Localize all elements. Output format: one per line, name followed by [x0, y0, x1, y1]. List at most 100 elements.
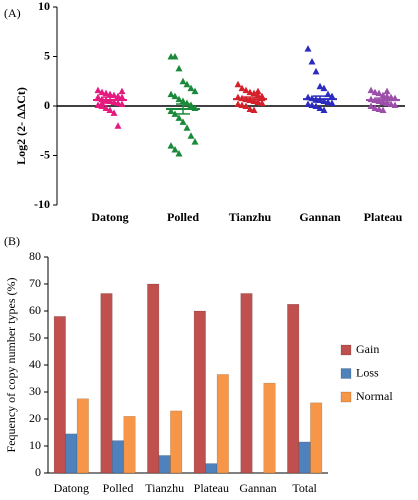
data-point [167, 107, 175, 114]
data-point [114, 99, 122, 107]
y-tick-label: 0 [35, 465, 41, 479]
data-point [316, 82, 324, 90]
data-point [304, 45, 312, 52]
y-tick-label: 0 [44, 98, 50, 112]
data-point [102, 89, 110, 97]
x-tick-label: Plateau [194, 481, 229, 495]
legend-label: Loss [356, 365, 379, 379]
y-tick-label: 10 [38, 0, 50, 13]
y-axis-label: Fequency of copy number types (%) [4, 278, 18, 453]
bar [205, 463, 218, 474]
data-point [254, 87, 262, 95]
panel-label: (A) [4, 6, 21, 20]
bar [123, 416, 136, 474]
bar [193, 310, 206, 474]
bar [240, 293, 253, 474]
data-point [187, 84, 195, 92]
data-point [254, 98, 262, 106]
data-point [308, 57, 316, 65]
data-point [367, 86, 375, 94]
bar [170, 410, 183, 474]
legend-label: Gain [356, 342, 379, 356]
data-point [312, 102, 320, 109]
data-point [106, 106, 114, 113]
bar [158, 455, 171, 474]
data-point [175, 114, 183, 121]
data-point [175, 95, 183, 103]
x-tick-label: Tianzhu [145, 481, 184, 495]
data-point [167, 142, 175, 149]
data-point [304, 100, 312, 108]
x-tick-label: Datong [54, 481, 89, 495]
data-point [98, 99, 106, 107]
bar [287, 304, 300, 474]
data-point [167, 90, 175, 98]
x-tick-label: Total [292, 481, 317, 495]
x-tick-label: Tianzhu [229, 210, 272, 224]
y-tick-label: 60 [29, 303, 41, 317]
y-axis-label: Log2 (2- ΔΔCt) [14, 87, 28, 165]
y-tick-label: 30 [29, 384, 41, 398]
data-point [114, 122, 122, 129]
data-point [118, 100, 126, 108]
data-point [320, 106, 328, 113]
data-point [171, 146, 179, 153]
data-point [179, 77, 187, 85]
data-point [94, 86, 102, 94]
data-point [328, 99, 336, 107]
data-point [308, 101, 316, 109]
y-tick-label: 80 [29, 249, 41, 263]
legend-label: Normal [356, 389, 393, 403]
bar [112, 440, 124, 474]
data-point [250, 106, 258, 113]
data-point [171, 92, 179, 100]
data-point [175, 150, 183, 157]
bar [216, 374, 229, 474]
data-point [191, 87, 199, 95]
data-point [379, 91, 387, 99]
y-tick-label: 10 [29, 438, 41, 452]
data-point [94, 93, 102, 101]
bar [310, 402, 323, 474]
legend-swatch [340, 368, 352, 379]
data-point [106, 90, 114, 98]
bar [65, 433, 78, 474]
data-point [183, 124, 191, 131]
data-point [171, 53, 179, 60]
data-point [312, 67, 320, 75]
x-tick-label: Gannan [299, 210, 341, 224]
bar [263, 382, 276, 474]
x-tick-label: Gannan [239, 481, 276, 495]
data-point [187, 132, 195, 139]
y-tick-label: 50 [29, 330, 41, 344]
data-point [379, 106, 387, 113]
x-tick-label: Polled [167, 210, 199, 224]
data-point [179, 97, 187, 105]
data-point [238, 101, 246, 109]
panel-label: (B) [4, 234, 20, 248]
y-tick-label: 40 [29, 357, 41, 371]
data-point [102, 104, 110, 111]
data-point [118, 87, 126, 95]
data-point [316, 104, 324, 111]
data-point [371, 88, 379, 96]
data-point [375, 89, 383, 97]
data-point [242, 86, 250, 94]
data-point [242, 102, 250, 109]
data-point [246, 88, 254, 96]
data-point [191, 138, 199, 145]
legend-swatch [340, 344, 352, 356]
data-point [324, 98, 332, 106]
data-point [234, 100, 242, 108]
x-tick-label: Plateau [364, 210, 403, 224]
y-tick-label: -5 [40, 147, 50, 161]
data-point [383, 87, 391, 95]
data-point [110, 109, 118, 116]
data-point [183, 80, 191, 88]
y-tick-label: -10 [34, 197, 50, 211]
data-point [391, 101, 399, 109]
bar [100, 293, 113, 474]
data-point [258, 99, 266, 107]
data-point [118, 93, 126, 101]
